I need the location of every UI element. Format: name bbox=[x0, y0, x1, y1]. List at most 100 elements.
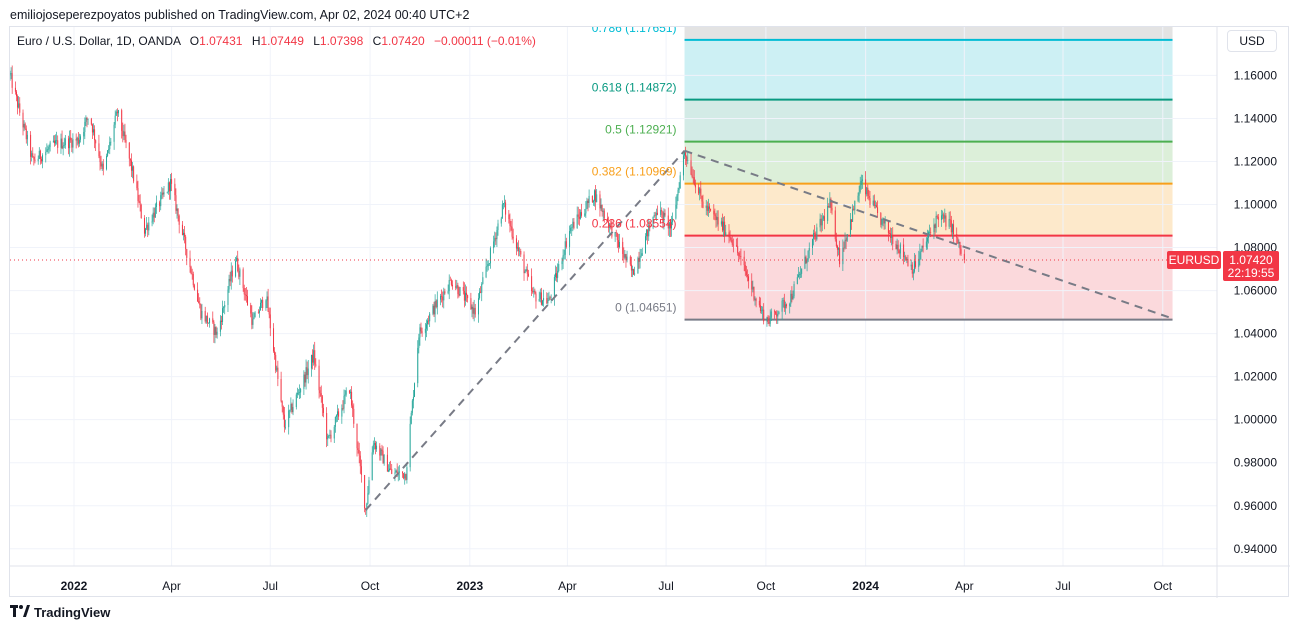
fib-fills bbox=[684, 27, 1173, 320]
candle-body bbox=[518, 247, 520, 252]
candle-body bbox=[427, 320, 429, 325]
footer-brand[interactable]: TradingView bbox=[10, 605, 110, 620]
candle-body bbox=[653, 215, 655, 217]
candle-body bbox=[859, 184, 861, 192]
close-key: C bbox=[372, 34, 382, 48]
candle-body bbox=[744, 265, 746, 272]
candle-body bbox=[929, 231, 931, 233]
candle-body bbox=[669, 222, 671, 229]
candle-body bbox=[738, 252, 740, 257]
candle-body bbox=[125, 139, 127, 143]
candle-body bbox=[84, 121, 86, 132]
candle-body bbox=[31, 153, 33, 157]
candle-body bbox=[70, 137, 72, 141]
candle-body bbox=[740, 256, 742, 257]
symbol-tag-bg bbox=[1167, 251, 1221, 270]
candle-body bbox=[778, 311, 780, 315]
symbol-description[interactable]: Euro / U.S. Dollar, 1D, OANDA bbox=[17, 34, 181, 48]
candle-body bbox=[835, 239, 837, 247]
candle-body bbox=[38, 150, 40, 159]
candle-body bbox=[358, 450, 360, 456]
candle-body bbox=[557, 270, 559, 278]
chart-canvas[interactable]: 0.786 (1.17651) 0.618 (1.14872) 0.5 (1.129… bbox=[10, 27, 1290, 598]
candle-body bbox=[151, 221, 153, 223]
candle-body bbox=[888, 233, 890, 234]
candle-body bbox=[614, 232, 616, 237]
candle-body bbox=[274, 351, 276, 355]
last-price-tag-bg bbox=[1223, 251, 1279, 282]
candle-body bbox=[457, 285, 459, 295]
candle-body bbox=[313, 350, 315, 363]
candle-body bbox=[299, 392, 301, 394]
candle-body bbox=[564, 241, 566, 255]
countdown-label: 22:19:55 bbox=[1228, 266, 1275, 280]
candle-body bbox=[766, 317, 768, 322]
candle-body bbox=[434, 301, 436, 315]
candle-body bbox=[87, 118, 89, 120]
candle-body bbox=[265, 300, 267, 309]
tradingview-logo-icon bbox=[10, 605, 30, 620]
candle-body bbox=[48, 147, 50, 150]
candle-body bbox=[161, 192, 163, 196]
time-tick-label: 2022 bbox=[61, 579, 88, 593]
candle-body bbox=[320, 393, 322, 397]
candle-body bbox=[903, 244, 905, 258]
candle-body bbox=[335, 415, 337, 417]
fib-fill-band bbox=[684, 141, 1173, 184]
candle-body bbox=[292, 407, 294, 413]
candle-body bbox=[963, 253, 965, 261]
candle-body bbox=[730, 237, 732, 240]
candle-body bbox=[720, 221, 722, 225]
candle-body bbox=[729, 236, 731, 238]
candle-body bbox=[868, 195, 870, 199]
candle-body bbox=[805, 256, 807, 263]
candle-body bbox=[191, 273, 193, 275]
candle-body bbox=[572, 221, 574, 228]
candle-body bbox=[344, 394, 346, 396]
candle-body bbox=[209, 318, 211, 324]
candle-body bbox=[268, 311, 270, 315]
candle-body bbox=[174, 183, 176, 196]
price-tick-label: 1.14000 bbox=[1234, 111, 1278, 125]
candle-body bbox=[797, 274, 799, 278]
candle-body bbox=[801, 268, 803, 274]
candle-body bbox=[861, 179, 863, 181]
candle-body bbox=[531, 276, 533, 291]
candle-body bbox=[109, 141, 111, 150]
candle-body bbox=[891, 235, 893, 238]
candle-body bbox=[623, 253, 625, 258]
candle-body bbox=[252, 318, 254, 325]
candle-body bbox=[851, 219, 853, 222]
candle-body bbox=[159, 202, 161, 207]
candle-body bbox=[26, 134, 28, 140]
candle-body bbox=[282, 406, 284, 415]
candle-body bbox=[433, 305, 435, 315]
candle-body bbox=[584, 213, 586, 216]
candle-body bbox=[820, 218, 822, 226]
candle-body bbox=[558, 264, 560, 271]
candle-body bbox=[472, 306, 474, 314]
time-axis[interactable]: 2022 Apr Jul Oct 2023 Apr Jul Oct 2024 Apr Jul Oct bbox=[10, 565, 1290, 593]
candle-body bbox=[328, 435, 330, 436]
candle-body bbox=[690, 160, 692, 175]
candle-body bbox=[535, 293, 537, 302]
time-tick-label: Jul bbox=[263, 579, 278, 593]
price-axis[interactable]: 0.94000 0.96000 0.98000 1.00000 1.02000 1.040… bbox=[1216, 27, 1278, 598]
candle-body bbox=[515, 238, 517, 249]
candle-body bbox=[403, 473, 405, 479]
candle-body bbox=[280, 378, 282, 402]
candle-body bbox=[639, 256, 641, 262]
candle-body bbox=[343, 395, 345, 409]
candle-body bbox=[374, 443, 376, 450]
candle-body bbox=[390, 468, 392, 470]
candle-body bbox=[644, 236, 646, 254]
candle-body bbox=[882, 218, 884, 220]
trend-line bbox=[364, 150, 686, 511]
currency-button[interactable]: USD bbox=[1227, 30, 1277, 52]
candle-body bbox=[381, 449, 383, 451]
candle-body bbox=[915, 261, 917, 267]
candle-body bbox=[827, 205, 829, 221]
candle-body bbox=[630, 264, 632, 271]
candle-body bbox=[853, 208, 855, 211]
candle-body bbox=[14, 87, 16, 92]
